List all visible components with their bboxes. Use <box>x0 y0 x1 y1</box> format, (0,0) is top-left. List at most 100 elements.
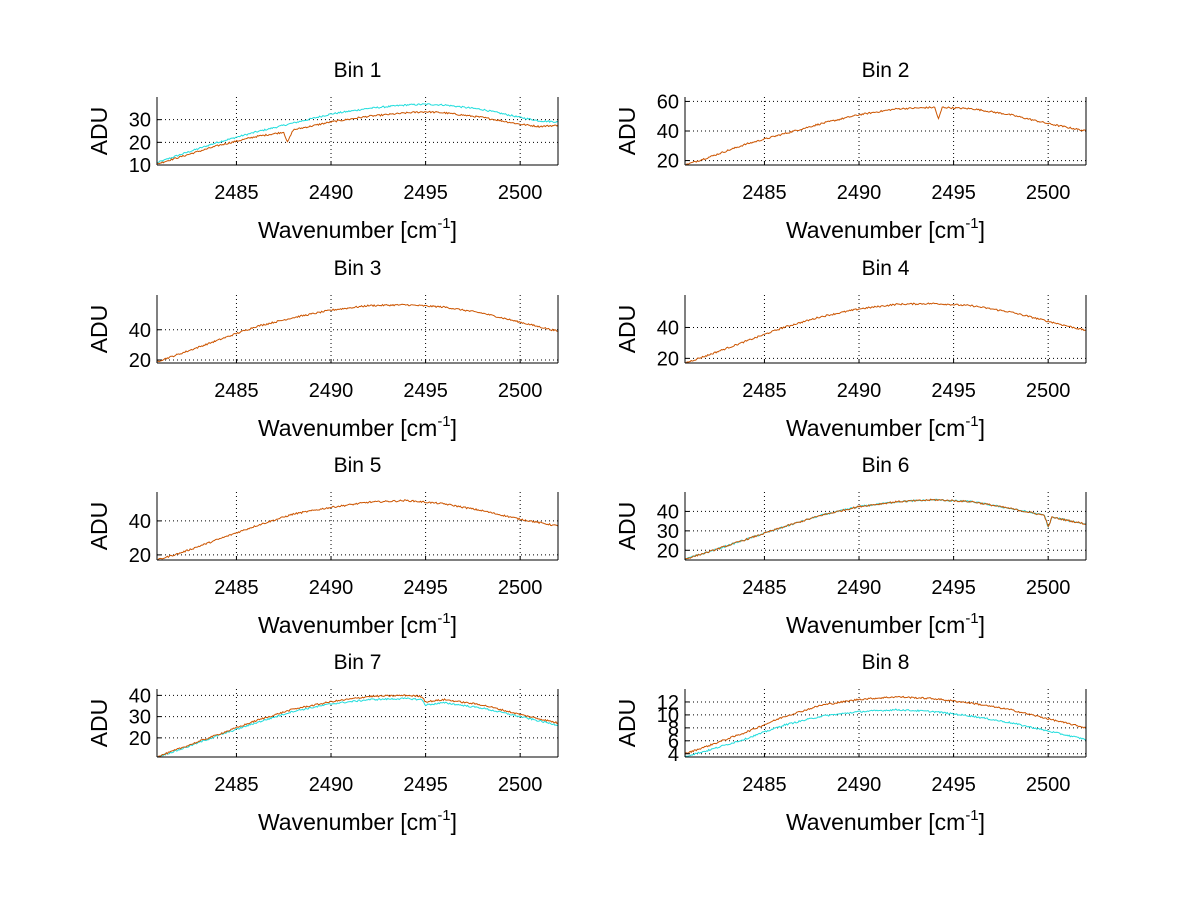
y-tick-label: 20 <box>657 151 679 173</box>
x-axis-label-superscript: -1 <box>965 215 978 232</box>
x-tick-label: 2490 <box>837 774 882 796</box>
y-axis-label: ADU <box>614 107 640 156</box>
y-axis-label: ADU <box>86 107 112 156</box>
y-axis-label: ADU <box>614 699 640 748</box>
y-tick-label: 10 <box>657 705 679 727</box>
x-tick-label: 2485 <box>214 380 259 402</box>
x-axis-label-main: Wavenumber [cm <box>786 415 965 441</box>
y-tick-label: 40 <box>129 685 151 707</box>
x-axis-label: Wavenumber [cm-1] <box>258 807 457 835</box>
x-tick-label: 2485 <box>214 182 259 204</box>
series-line-1 <box>156 499 559 561</box>
x-tick-label: 2490 <box>837 380 882 402</box>
x-tick-label: 2495 <box>931 182 976 204</box>
y-tick-label: 40 <box>657 121 679 143</box>
x-tick-label: 2490 <box>309 577 354 599</box>
x-axis-label-superscript: -1 <box>437 215 450 232</box>
subplot-5: 2485 2490 2495 2500 20 40 Bin 5 Wavenumber [cm-… <box>86 454 559 638</box>
y-tick-label: 6 <box>668 731 679 753</box>
x-axis-label-superscript: -1 <box>437 807 450 824</box>
y-tick-label: 20 <box>657 540 679 562</box>
x-tick-label: 2500 <box>1026 380 1071 402</box>
x-axis-label-main: Wavenumber [cm <box>786 809 965 835</box>
y-axis-label: ADU <box>86 502 112 551</box>
y-tick-label: 8 <box>668 718 679 740</box>
y-axis-label: ADU <box>86 699 112 748</box>
y-tick-label: 20 <box>129 545 151 567</box>
subplot-4: 2485 2490 2495 2500 20 40 Bin 4 Wavenumber [cm-… <box>614 257 1087 441</box>
y-tick-label: 20 <box>657 348 679 370</box>
x-tick-label: 2495 <box>931 774 976 796</box>
x-tick-label: 2490 <box>309 774 354 796</box>
x-axis-label-end: ] <box>451 415 457 441</box>
y-axis-label: ADU <box>86 305 112 354</box>
x-axis-label: Wavenumber [cm-1] <box>786 610 985 638</box>
x-tick-label: 2495 <box>931 380 976 402</box>
x-tick-label: 2490 <box>309 380 354 402</box>
y-tick-label: 30 <box>129 707 151 729</box>
y-tick-label: 40 <box>657 317 679 339</box>
x-axis-label-superscript: -1 <box>437 610 450 627</box>
y-tick-label: 12 <box>657 692 679 714</box>
series-line-2 <box>684 695 1087 755</box>
series-line-2 <box>157 694 559 758</box>
x-axis-label-superscript: -1 <box>965 807 978 824</box>
y-tick-label: 60 <box>657 91 679 113</box>
series-line-1 <box>684 302 1087 364</box>
y-tick-label: 20 <box>129 728 151 750</box>
x-tick-label: 2500 <box>498 380 543 402</box>
x-tick-label: 2485 <box>214 577 259 599</box>
x-tick-label: 2500 <box>498 577 543 599</box>
subplot-3: 2485 2490 2495 2500 20 40 Bin 3 Wavenumber [cm-… <box>86 257 559 441</box>
x-tick-label: 2500 <box>1026 577 1071 599</box>
x-axis-label-main: Wavenumber [cm <box>786 217 965 243</box>
x-tick-label: 2490 <box>309 182 354 204</box>
subplot-title: Bin 7 <box>334 651 382 674</box>
y-tick-label: 40 <box>129 320 151 342</box>
x-tick-label: 2495 <box>403 380 448 402</box>
x-tick-label: 2500 <box>1026 774 1071 796</box>
x-tick-label: 2500 <box>498 182 543 204</box>
x-tick-label: 2495 <box>403 182 448 204</box>
x-axis-label: Wavenumber [cm-1] <box>786 413 985 441</box>
y-tick-label: 40 <box>657 501 679 523</box>
y-axis-label: ADU <box>614 305 640 354</box>
subplot-title: Bin 4 <box>862 257 910 280</box>
x-axis-label-superscript: -1 <box>965 413 978 430</box>
series-line-1 <box>684 106 1087 166</box>
x-tick-label: 2495 <box>931 577 976 599</box>
y-tick-label: 30 <box>657 521 679 543</box>
subplot-2: 2485 2490 2495 2500 20 40 60 Bin 2 Wavenumber [c… <box>614 59 1087 243</box>
y-tick-label: 10 <box>129 155 151 177</box>
x-axis-label: Wavenumber [cm-1] <box>258 215 457 243</box>
x-tick-label: 2500 <box>498 774 543 796</box>
x-tick-label: 2485 <box>742 380 787 402</box>
x-tick-label: 2490 <box>837 182 882 204</box>
x-axis-label-end: ] <box>979 217 985 243</box>
series-line-1 <box>684 708 1087 757</box>
x-tick-label: 2485 <box>742 182 787 204</box>
x-axis-label-end: ] <box>979 809 985 835</box>
x-axis-label-end: ] <box>451 217 457 243</box>
x-axis-label-main: Wavenumber [cm <box>258 217 437 243</box>
subplot-title: Bin 3 <box>334 257 382 280</box>
x-axis-label: Wavenumber [cm-1] <box>786 807 985 835</box>
series-line-1 <box>156 103 559 164</box>
y-tick-label: 40 <box>129 511 151 533</box>
x-tick-label: 2500 <box>1026 182 1071 204</box>
x-tick-label: 2485 <box>742 577 787 599</box>
x-axis-label: Wavenumber [cm-1] <box>258 610 457 638</box>
x-axis-label-main: Wavenumber [cm <box>258 612 437 638</box>
x-axis-label-superscript: -1 <box>437 413 450 430</box>
subplot-title: Bin 8 <box>862 651 910 674</box>
x-axis-label-end: ] <box>451 612 457 638</box>
subplot-title: Bin 6 <box>862 454 910 477</box>
subplot-title: Bin 1 <box>334 59 382 82</box>
series-line-2 <box>684 498 1087 560</box>
x-axis-label-main: Wavenumber [cm <box>258 415 437 441</box>
x-axis-label-end: ] <box>979 612 985 638</box>
